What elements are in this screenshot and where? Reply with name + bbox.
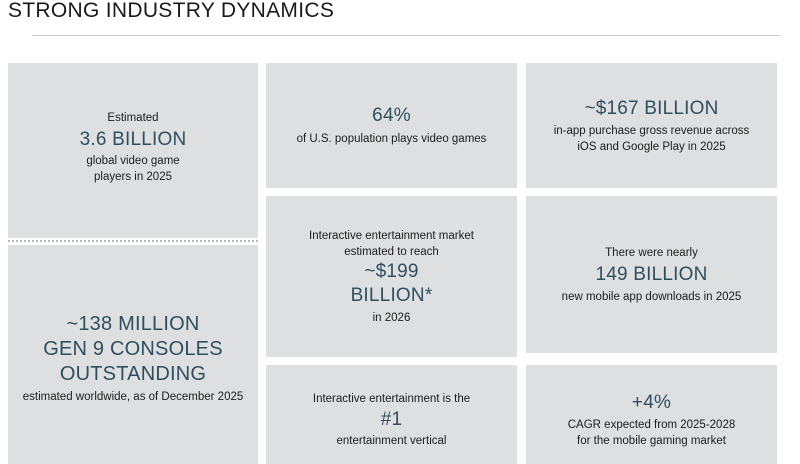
market-value-line1: ~$199 [364,260,419,282]
card-market: Interactive entertainment market estimat… [266,196,517,357]
consoles-line2: GEN 9 CONSOLES [43,338,223,360]
card-downloads: There were nearly 149 BILLION new mobile… [526,196,777,353]
population-value: 64% [372,105,411,126]
vertical-pre-text: Interactive entertainment is the [312,392,471,405]
cagr-line2: for the mobile gaming market [577,434,726,447]
consoles-line1: ~138 MILLION [66,313,200,335]
card-vertical: Interactive entertainment is the #1 ente… [266,365,517,464]
card-population: 64% of U.S. population plays video games [266,63,517,188]
downloads-value: 149 BILLION [595,263,708,285]
consoles-post-text: estimated worldwide, as of December 2025 [22,391,244,403]
inapp-line1: in-app purchase gross revenue across [553,124,750,137]
consoles-line3: OUTSTANDING [59,363,207,385]
card-consoles: ~138 MILLION GEN 9 CONSOLES OUTSTANDING … [8,245,258,464]
inapp-value: ~$167 BILLION [584,97,719,119]
cagr-value: +4% [631,391,672,413]
inapp-line2: iOS and Google Play in 2025 [577,140,726,153]
vertical-post-text: entertainment vertical [336,434,447,447]
card-cagr: +4% CAGR expected from 2025-2028 for the… [526,365,777,464]
card-separator [8,240,258,242]
players-value: 3.6 BILLION [79,129,187,150]
cagr-line1: CAGR expected from 2025-2028 [567,418,736,431]
vertical-value: #1 [380,408,403,430]
players-pre-text: Estimated [107,112,159,124]
card-players: Estimated 3.6 BILLION global video game … [8,63,258,238]
market-value-line2: BILLION* [350,284,433,306]
market-pre-line1: Interactive entertainment market [309,229,474,242]
players-line1: global video game [86,155,180,167]
market-post-text: in 2026 [372,311,411,324]
market-pre-line2: estimated to reach [344,245,439,258]
downloads-pre-text: There were nearly [605,246,698,259]
card-inapp: ~$167 BILLION in-app purchase gross reve… [526,63,777,188]
downloads-post-text: new mobile app downloads in 2025 [561,290,742,303]
title-divider [32,35,780,36]
page-title: STRONG INDUSTRY DYNAMICS [8,0,335,22]
population-post-text: of U.S. population plays video games [296,133,487,145]
players-line2: players in 2025 [94,171,172,183]
